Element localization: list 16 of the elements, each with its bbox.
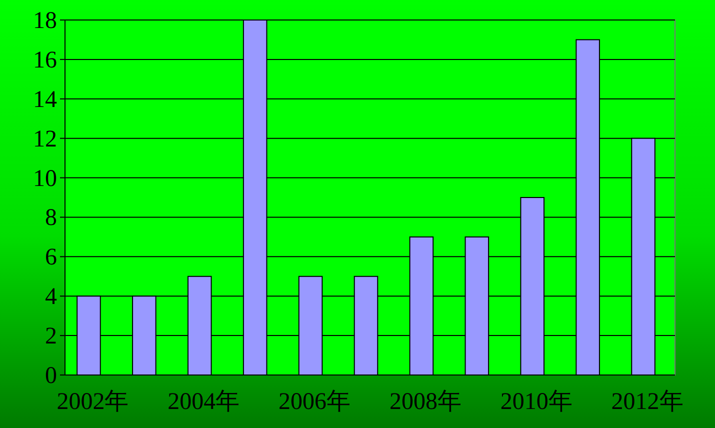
x-tick-label: 2012年	[611, 389, 684, 415]
x-tick-label: 2002年	[56, 389, 129, 415]
y-tick-label: 6	[45, 244, 57, 271]
y-tick-label: 0	[45, 363, 57, 389]
y-tick-label: 4	[45, 284, 57, 310]
x-tick-label: 2010年	[500, 389, 572, 415]
y-tick-label: 12	[33, 126, 57, 152]
x-tick-label: 2006年	[278, 389, 351, 415]
y-tick-label: 10	[33, 166, 57, 192]
y-tick-label: 8	[45, 205, 57, 232]
y-tick-label: 18	[33, 8, 57, 34]
y-tick-label: 16	[33, 47, 57, 74]
y-tick-label: 2	[45, 324, 57, 350]
x-tick-label: 2004年	[168, 389, 240, 415]
x-tick-label: 2008年	[389, 389, 462, 415]
y-tick-label: 14	[33, 86, 57, 113]
